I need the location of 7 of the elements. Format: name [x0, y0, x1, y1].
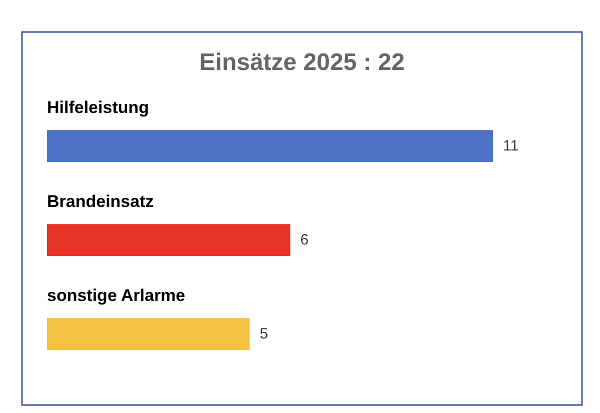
data-label: 6	[300, 232, 309, 249]
y-tick-label: sonstige Arlarme	[47, 286, 186, 306]
y-tick-label: Hilfeleistung	[47, 98, 150, 118]
data-label: 11	[503, 138, 519, 155]
y-tick-label: Brandeinsatz	[47, 192, 154, 212]
data-label: 5	[260, 326, 268, 343]
chart-title: Einsätze 2025 : 22	[199, 49, 405, 76]
